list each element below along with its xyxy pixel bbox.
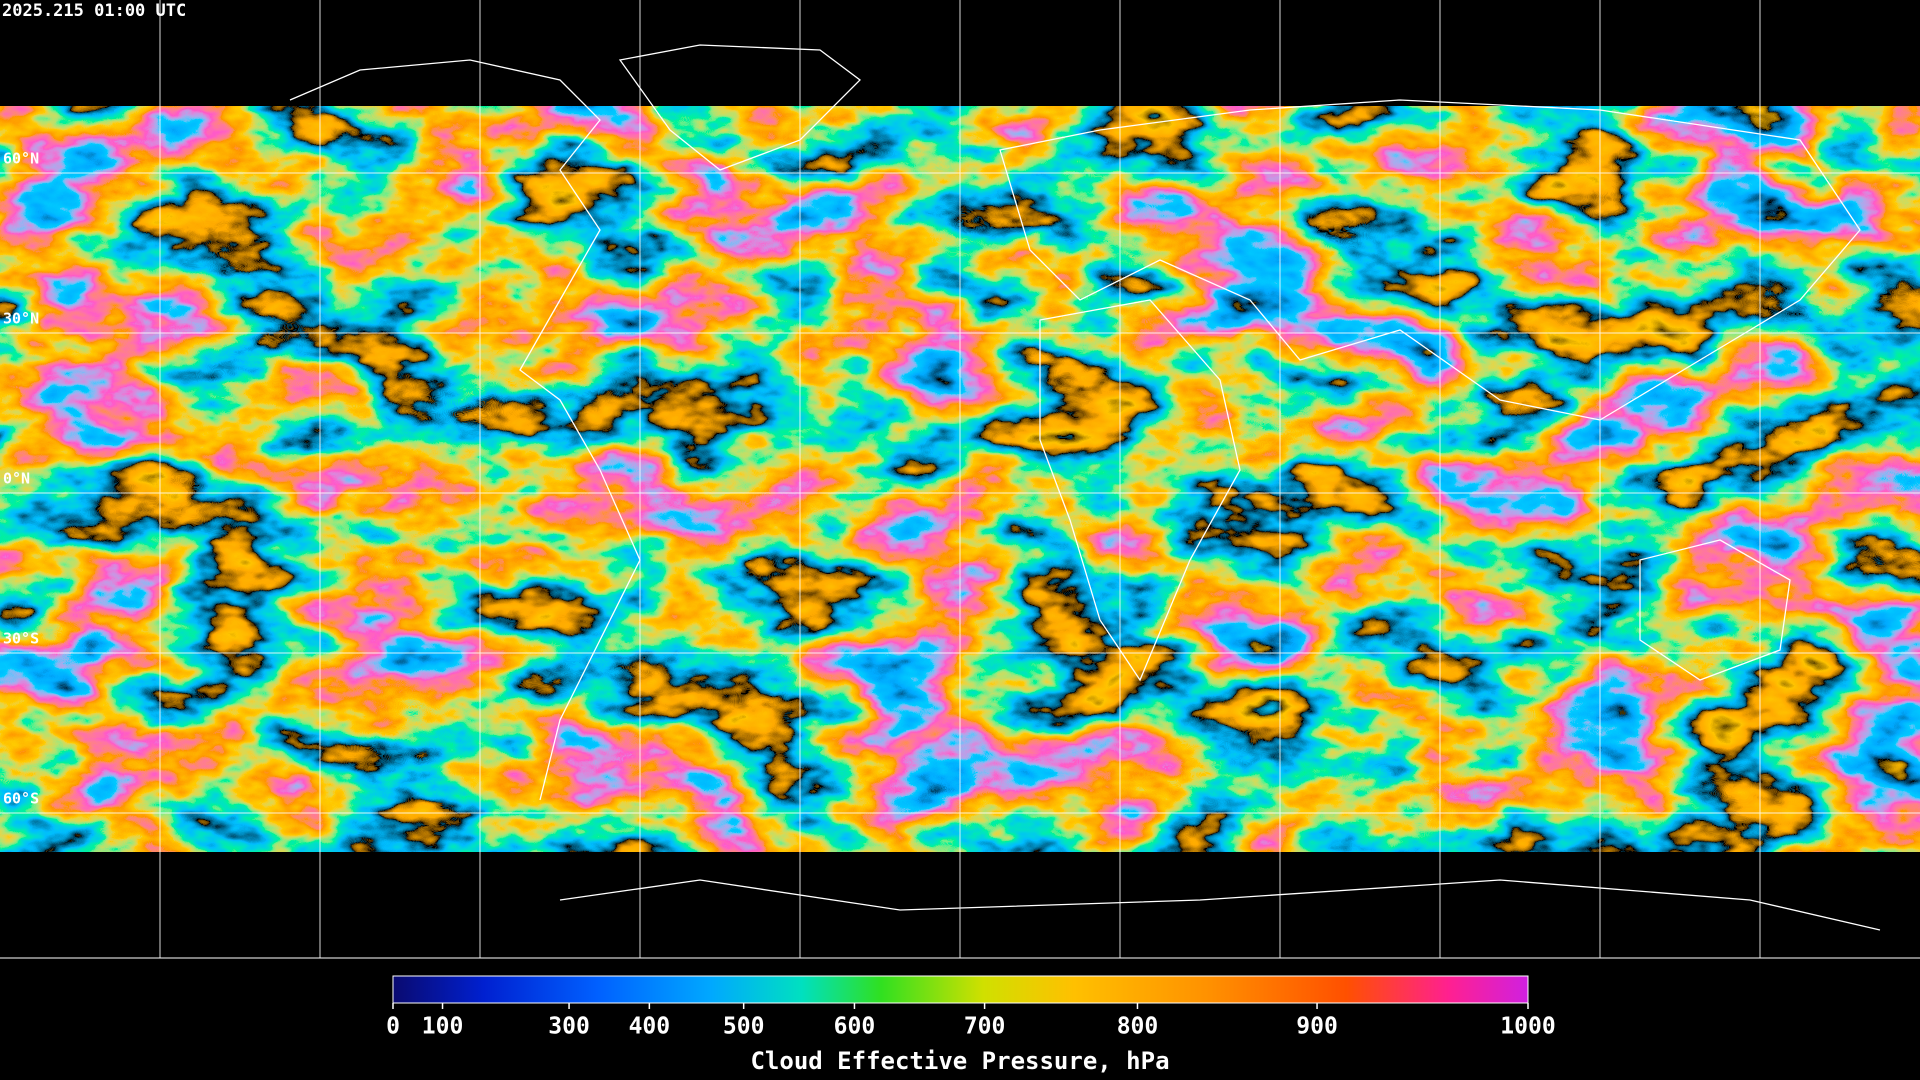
colorbar-tick-label: 600 (834, 1014, 876, 1040)
colorbar-tick-label: 800 (1117, 1014, 1159, 1040)
colorbar-tick-label: 0 (386, 1014, 400, 1040)
latitude-label: 60°S (3, 790, 39, 808)
colorbar-tick-label: 400 (629, 1014, 671, 1040)
colorbar-tick-label: 1000 (1500, 1014, 1555, 1040)
colorbar-tick-label: 300 (548, 1014, 590, 1040)
colorbar-title: Cloud Effective Pressure, hPa (750, 1047, 1169, 1075)
latitude-label: 0°N (3, 470, 30, 488)
latitude-label: 30°N (3, 310, 39, 328)
colorbar-tick-label: 500 (723, 1014, 765, 1040)
colorbar-tick-label: 700 (964, 1014, 1006, 1040)
colorbar-tick-label: 100 (422, 1014, 464, 1040)
timestamp: 2025.215 01:00 UTC (2, 1, 186, 21)
coastlines (289, 44, 1881, 931)
colorbar-tick-label: 900 (1296, 1014, 1338, 1040)
colorbar (392, 975, 1529, 1004)
latitude-label: 60°N (3, 150, 39, 168)
latitude-label: 30°S (3, 630, 39, 648)
graticule (0, 0, 1920, 958)
